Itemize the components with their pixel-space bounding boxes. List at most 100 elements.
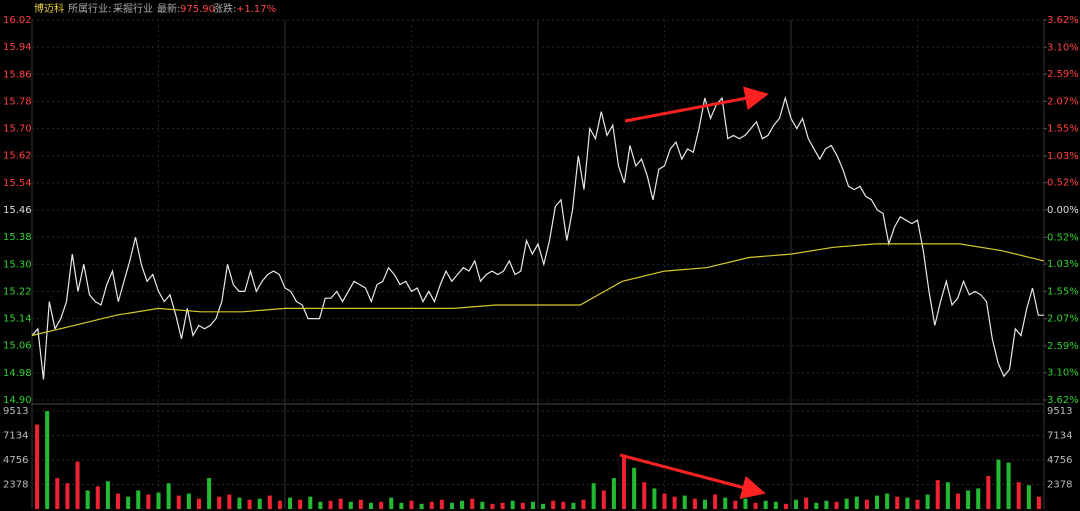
- volume-bar: [75, 461, 80, 509]
- volume-bar: [915, 499, 920, 509]
- latest-value: 975.90: [180, 4, 215, 15]
- volume-bar: [419, 503, 424, 509]
- volume-bar: [126, 496, 131, 509]
- volume-bar: [308, 496, 313, 509]
- volume-bar: [955, 493, 961, 509]
- plot-layer: 16.02 15.94 15.86 15.78 15.70 15.62 15.54 15.46…: [3, 15, 1079, 509]
- volume-bar: [368, 502, 374, 509]
- y-tick-label: 15.94: [3, 42, 32, 53]
- volume-bar: [905, 497, 910, 509]
- volume-bar: [864, 499, 869, 509]
- price-line: [31, 95, 1044, 380]
- y-tick-label: 15.86: [3, 69, 32, 80]
- volume-bar: [652, 488, 657, 509]
- volume-bar: [470, 498, 475, 509]
- volume-bar: [115, 493, 121, 509]
- volume-bar: [966, 490, 971, 509]
- volume-bar: [1026, 485, 1031, 509]
- volume-bar: [682, 495, 687, 509]
- y2-tick-label: 1.03%: [1047, 151, 1079, 162]
- volume-bar: [702, 499, 708, 509]
- volume-bar: [986, 476, 991, 509]
- y-tick-label: 14.98: [3, 368, 32, 379]
- volume-bar: [379, 501, 384, 509]
- annotation-arrow: [624, 86, 769, 123]
- volume-bar: [601, 490, 606, 509]
- volume-bar: [692, 498, 697, 509]
- volume-bar: [581, 499, 586, 509]
- volume-bar: [611, 478, 616, 509]
- volume-bar: [854, 496, 859, 509]
- volume-bar: [844, 498, 849, 509]
- volume-bar: [621, 455, 627, 509]
- stock-name[interactable]: 博迈科: [34, 2, 64, 15]
- volume-bar: [85, 490, 90, 509]
- y2-tick-label: 1.55%: [1047, 124, 1079, 135]
- volume-bar: [783, 503, 788, 509]
- volume-bar: [338, 498, 343, 509]
- volume-bar: [874, 495, 880, 509]
- volume-bar: [156, 492, 161, 509]
- volume-bar: [945, 482, 950, 509]
- volume-bar: [460, 500, 465, 509]
- volume-bar: [753, 502, 758, 509]
- y2-tick-label: 2.07%: [1047, 314, 1079, 325]
- volume-bar: [277, 500, 282, 509]
- y2-tick-label: 3.62%: [1047, 395, 1079, 406]
- volume-bar: [976, 488, 981, 509]
- y2-tick-label: 2378: [1047, 480, 1072, 491]
- y2-tick-label: 2.07%: [1047, 96, 1079, 107]
- y2-tick-label: 2.59%: [1047, 69, 1079, 80]
- volume-bar: [399, 502, 404, 509]
- y2-tick-label: 1.55%: [1047, 286, 1079, 297]
- volume-bar: [328, 500, 333, 509]
- y-tick-label: 15.14: [3, 314, 32, 325]
- volume-bar: [35, 424, 40, 509]
- industry[interactable]: 采掘行业: [113, 2, 153, 15]
- volume-bar: [409, 500, 414, 509]
- volume-bar: [824, 500, 829, 509]
- volume-bar: [804, 497, 809, 509]
- volume-bar: [530, 501, 535, 509]
- volume-bar: [176, 495, 181, 509]
- volume-bar: [298, 499, 303, 509]
- y2-tick-label: 7134: [1047, 431, 1072, 442]
- volume-bar: [662, 493, 667, 509]
- volume-bar: [389, 497, 394, 509]
- volume-bar: [196, 498, 202, 509]
- y-tick-label: 15.30: [3, 259, 32, 270]
- y2-tick-label: 1.03%: [1047, 259, 1079, 270]
- y2-tick-label: 3.10%: [1047, 42, 1079, 53]
- latest-label: 最新:: [157, 2, 180, 15]
- volume-bar: [672, 496, 677, 509]
- y2-tick-label: 9513: [1047, 406, 1072, 417]
- volume-bar: [713, 494, 718, 509]
- volume-bar: [318, 501, 323, 509]
- volume-bar: [237, 497, 242, 509]
- y2-tick-label: 0.00%: [1047, 205, 1079, 216]
- volume-bar: [55, 478, 60, 509]
- y-tick-label: 15.78: [3, 96, 32, 107]
- volume-bar: [65, 483, 70, 509]
- y-tick-label: 4756: [3, 455, 28, 466]
- volume-bar: [794, 499, 799, 509]
- volume-bar: [1036, 496, 1041, 509]
- volume-bar: [591, 483, 596, 509]
- volume-bar: [500, 502, 505, 509]
- volume-bar: [186, 493, 191, 509]
- y-tick-label: 14.90: [3, 395, 32, 406]
- y2-tick-label: 4756: [1047, 455, 1072, 466]
- volume-bar: [642, 482, 647, 509]
- y-tick-label: 9513: [3, 406, 28, 417]
- volume-bar: [632, 467, 637, 509]
- volume-bar: [348, 501, 353, 509]
- y-tick-label: 7134: [3, 431, 28, 442]
- volume-bar: [207, 478, 212, 509]
- y-tick-label: 15.54: [3, 178, 32, 189]
- volume-bar: [895, 496, 900, 509]
- volume-bar: [925, 494, 930, 509]
- y-tick-label: 15.22: [3, 286, 32, 297]
- volume-bar: [1006, 462, 1011, 509]
